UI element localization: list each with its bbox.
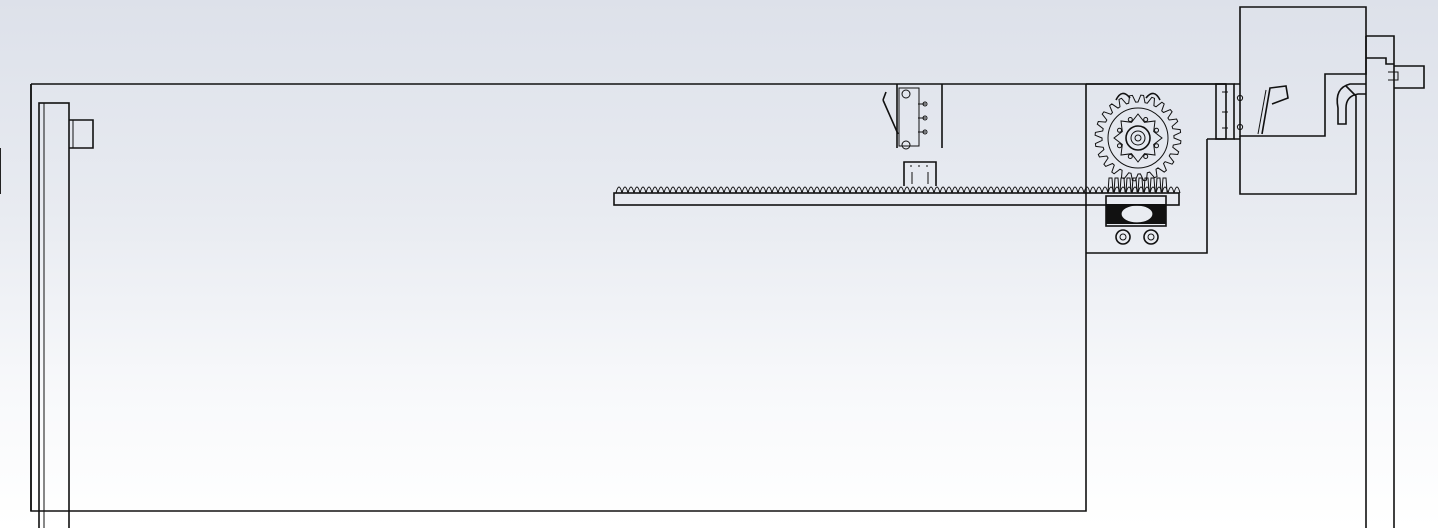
- spur-gear-rim: [1107, 107, 1169, 169]
- lower-bracket-outline: [1239, 85, 1357, 195]
- left-post: [38, 102, 70, 528]
- limit-switch-top-frame: [898, 87, 920, 147]
- main-panel: [30, 83, 1227, 512]
- gear-hole: [1127, 154, 1133, 159]
- bracket-join: [1234, 83, 1240, 140]
- mount-hole: [1115, 229, 1131, 245]
- gear-hole: [1143, 117, 1149, 122]
- spur-gear-hub-star: [1113, 113, 1163, 163]
- limit-switch-top-body: [896, 84, 943, 148]
- gear-hole: [1127, 117, 1133, 122]
- mount-hole: [1143, 229, 1159, 245]
- upper-right-bracket: [1239, 6, 1367, 137]
- switch-lever-inner: [1257, 89, 1267, 135]
- switch-terminals: [918, 103, 926, 133]
- mount-hole-inner: [1119, 233, 1127, 241]
- switch-lever: [1261, 85, 1289, 135]
- pinion-gear: [1107, 177, 1168, 193]
- mount-hole-inner: [1147, 233, 1155, 241]
- edge-fragment: [0, 148, 1, 194]
- right-post: [1365, 35, 1395, 528]
- gear-rack-teeth: [615, 186, 1181, 194]
- pinion-teeth: [1107, 177, 1168, 193]
- switch-pin: [901, 89, 911, 99]
- rack-clip-detail: [910, 165, 929, 184]
- gear-rack: [613, 186, 1181, 206]
- spur-gear-bore: [1130, 130, 1146, 146]
- limit-switch-right-body: [1215, 83, 1235, 140]
- gear-rack-bar: [613, 192, 1180, 206]
- right-post-notch: [1388, 71, 1399, 81]
- spur-gear-bore-inner: [1134, 134, 1142, 142]
- spur-gear-hub: [1125, 125, 1151, 151]
- motor-mount-plate: [1086, 83, 1226, 254]
- motor-shaft-boss: [1120, 204, 1154, 224]
- spur-gear-teeth: [1094, 94, 1182, 182]
- switch-lever-top: [882, 91, 899, 135]
- switch-pin: [901, 140, 911, 150]
- left-knob: [69, 119, 94, 149]
- gear-clip: [1115, 92, 1161, 101]
- switch-terminals: [1222, 91, 1228, 129]
- right-post-cap: [1366, 57, 1425, 89]
- rack-clip: [903, 161, 937, 186]
- right-hook: [1336, 83, 1366, 125]
- gear-hole: [1154, 127, 1159, 133]
- gear-hole: [1117, 143, 1122, 149]
- gear-hole: [1117, 127, 1122, 133]
- gear-hole: [1154, 143, 1159, 149]
- gear-hole: [1143, 154, 1149, 159]
- spur-gear: [1094, 92, 1182, 182]
